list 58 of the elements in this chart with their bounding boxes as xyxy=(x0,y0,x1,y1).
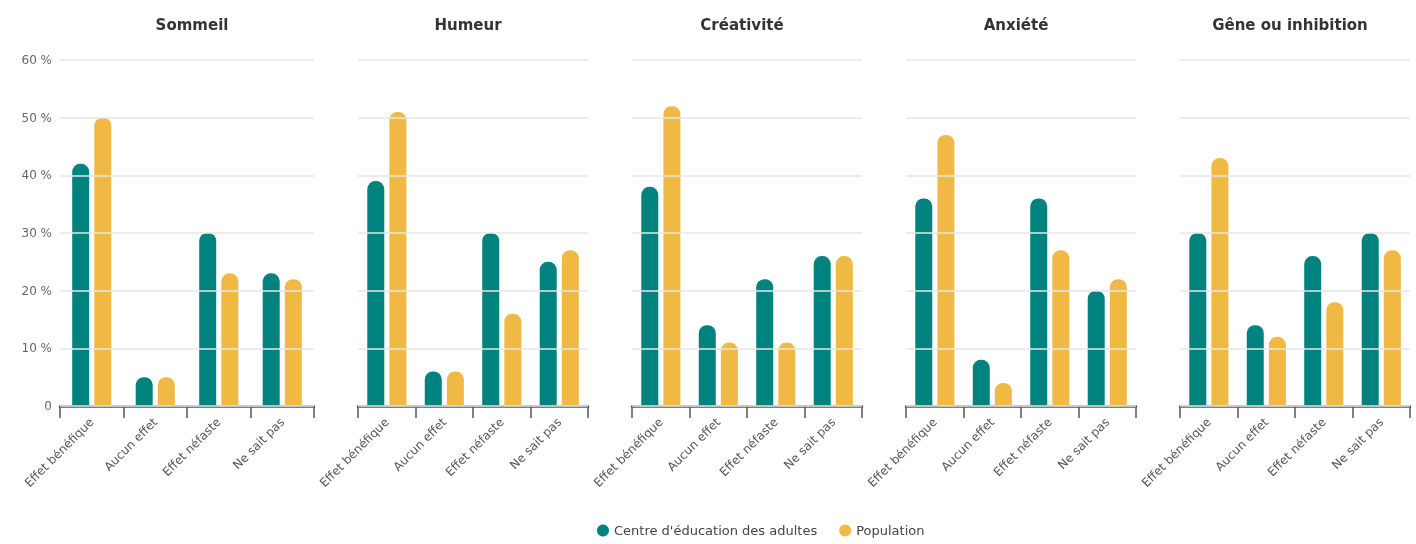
bar xyxy=(1304,256,1322,406)
chart-title: Créativité xyxy=(700,15,784,34)
bar xyxy=(221,273,239,406)
y-tick-label: 0 xyxy=(44,399,52,413)
bar xyxy=(641,186,659,406)
bar xyxy=(972,359,990,406)
x-tick-label: Ne sait pas xyxy=(230,415,288,473)
bar xyxy=(835,256,853,406)
bar xyxy=(135,377,153,406)
bar xyxy=(915,198,933,406)
y-tick-label: 30 % xyxy=(21,226,52,240)
bar xyxy=(1109,279,1127,406)
y-tick-label: 40 % xyxy=(21,168,52,183)
y-tick-label: 60 % xyxy=(21,53,52,67)
x-tick-label: Ne sait pas xyxy=(507,415,565,473)
chart-title: Anxiété xyxy=(983,15,1049,34)
bar xyxy=(539,261,557,406)
bar xyxy=(94,117,112,406)
bar xyxy=(1189,233,1207,406)
bar xyxy=(1383,250,1401,406)
bar xyxy=(1268,336,1286,406)
chart-title: Sommeil xyxy=(155,15,229,34)
bar xyxy=(720,342,738,406)
bar xyxy=(424,371,442,406)
chart-title: Gêne ou inhibition xyxy=(1212,15,1368,34)
x-tick-label: Ne sait pas xyxy=(1055,415,1113,473)
chart-title: Humeur xyxy=(434,15,503,34)
bar xyxy=(1087,290,1105,406)
bar xyxy=(1246,325,1264,406)
y-tick-label: 20 % xyxy=(21,283,52,298)
bar xyxy=(1211,158,1229,406)
bar xyxy=(72,163,90,406)
bar xyxy=(1361,233,1379,406)
legend-label: Centre d'éducation des adultes xyxy=(614,523,818,538)
y-tick-label: 50 % xyxy=(21,110,52,125)
bar xyxy=(1030,198,1048,406)
bar xyxy=(756,279,774,406)
y-tick-label: 10 % xyxy=(21,341,52,356)
x-tick-label: Ne sait pas xyxy=(781,415,839,473)
legend-label: Population xyxy=(856,523,925,538)
bar xyxy=(813,256,831,406)
bar xyxy=(262,273,280,406)
bar xyxy=(1052,250,1070,406)
x-tick-label: Ne sait pas xyxy=(1329,415,1387,473)
bar xyxy=(663,106,681,406)
bar xyxy=(284,279,302,406)
bar xyxy=(367,181,385,406)
bar xyxy=(698,325,716,406)
bar xyxy=(1326,302,1344,406)
bar xyxy=(446,371,464,406)
bar xyxy=(482,233,500,406)
bar xyxy=(937,134,955,406)
bar xyxy=(561,250,579,406)
bar xyxy=(778,342,796,406)
bar xyxy=(504,313,522,406)
bar xyxy=(389,111,407,406)
bar xyxy=(157,377,175,406)
bar xyxy=(199,233,217,406)
